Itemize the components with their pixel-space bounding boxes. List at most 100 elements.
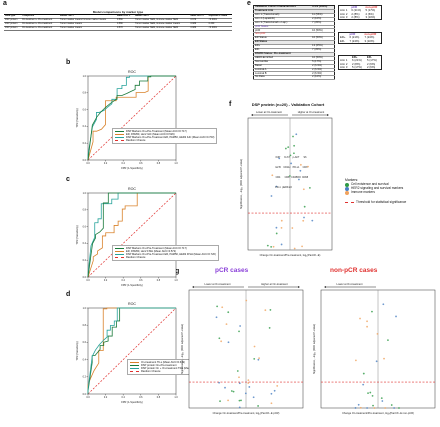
data-point (280, 226, 283, 229)
x-axis-label: Change On-treatment/Pre-treatment, log₂(… (213, 411, 280, 415)
x-tick-label: 0.4 (122, 162, 126, 165)
legend-swatch-icon (115, 248, 124, 250)
data-point (359, 406, 362, 409)
legend-entry: On-treatment TILs (Mean AUC=0.649) (130, 361, 206, 364)
x-axis-label: Change On-treatment/Pre-treatment, log₂(… (260, 253, 321, 257)
data-point (218, 337, 221, 340)
cohort-cell: ER+ (253, 44, 312, 49)
data-point (257, 358, 260, 361)
table-cell: 0.578 (115, 26, 135, 31)
roc-title: ROC (128, 187, 136, 191)
cohort-cell: non-pCR (253, 33, 312, 38)
data-point (354, 407, 357, 409)
x-axis-label: FPR (1-Specificity) (121, 400, 143, 404)
cohort-cell: 10 (50%) (311, 56, 335, 61)
x-tick-label: 0.4 (122, 396, 126, 399)
y-tick-label: 0.6 (83, 108, 87, 111)
data-point (238, 382, 241, 385)
y-tick-label: 0.8 (83, 92, 87, 95)
cohort-cell: pCR (253, 29, 312, 34)
y-axis-label: Significance, −log₁₀ (FDR adjusted P-val… (239, 159, 243, 209)
data-point (372, 404, 374, 407)
data-point (239, 325, 242, 327)
cohort-row: PAM50 Status: Pre-treatment (253, 52, 335, 57)
data-point (219, 400, 221, 403)
mini-cell: Arm 1 (340, 58, 348, 63)
mini-cell: ER- (340, 38, 345, 43)
data-point (266, 244, 269, 247)
cohort-table: Validation Cohort Characteristics n=20 (1… (253, 5, 335, 81)
data-point (275, 226, 278, 229)
data-point (276, 385, 279, 387)
legend-entry: ER, PAM50, Her2 FISH (Mean AUC=0.572) (115, 250, 216, 253)
data-point (371, 310, 373, 313)
roc-legend-d: On-treatment TILs (Mean AUC=0.649) DSP pr… (127, 359, 210, 376)
random-chance-line (87, 75, 177, 161)
legend-swatch-icon (130, 368, 139, 370)
table-a-header: Timepoints (20, 14, 60, 19)
data-point (369, 391, 372, 394)
data-point (227, 341, 230, 344)
left-arrow-label: Lower at On-treatment (256, 110, 282, 114)
data-point (307, 165, 309, 168)
data-point (270, 392, 273, 395)
marker-legend: Markers: Cell existence and survival HER2… (345, 178, 435, 205)
y-tick-label: 0.0 (83, 393, 87, 396)
data-point (253, 358, 256, 360)
table-cell: DSP protein (4, 22, 21, 27)
data-point (373, 407, 376, 409)
data-point (264, 309, 267, 312)
data-point (395, 315, 397, 318)
data-point (271, 174, 274, 177)
cohort-cell (311, 9, 335, 14)
roc-legend-c: DSP Markers On-/Pre-Treatment (Mean AUC=… (112, 245, 219, 262)
data-point (224, 386, 226, 389)
dot-icon (345, 191, 349, 195)
legend-label: Random Chance (126, 256, 146, 260)
legend-swatch-icon (115, 251, 124, 253)
table-cell: 0.339 (207, 22, 232, 27)
mini-cell: 5 (17%) (365, 8, 376, 13)
legend-entry: Random Chance (130, 370, 206, 373)
data-point (238, 376, 240, 379)
legend-label: DSP protein On + On-treatment TILs (Mean… (141, 367, 207, 371)
data-point (291, 227, 294, 229)
mini-cell: 6 (21%) (352, 58, 362, 63)
cohort-cell: 2 (10%) (311, 17, 335, 22)
legend-entry: DSP Markers On-/Pre-Treatment (Mean AUC=… (115, 247, 216, 250)
mini-cell: 2 (8%) (351, 15, 360, 20)
x-tick-label: 1.0 (174, 279, 178, 282)
point-label: S6 (304, 156, 308, 159)
data-point (216, 305, 219, 308)
data-point (270, 195, 273, 197)
mini-table-arm-er: ER+ ER- Arm 1 6 (21%) 5 (17%) Arm 2 2 (8%) 2 (6… (338, 55, 382, 71)
point-label: Ki67 (276, 156, 281, 159)
data-point (236, 370, 239, 372)
mini-cell: 3 (10%) (365, 15, 376, 20)
mini-header: pCR (349, 32, 356, 37)
data-point (301, 245, 303, 248)
data-point (287, 146, 290, 149)
y-tick-label: 1.0 (83, 75, 87, 78)
marker-legend-entry: Cell existence and survival (345, 182, 435, 187)
table-cell: 0.689 (189, 26, 208, 31)
legend-label: On-treatment TILs (Mean AUC=0.649) (141, 361, 185, 364)
cohort-cell: pCR Status (253, 25, 312, 30)
point-label: Ki-67 (284, 156, 290, 159)
y-tick-label: 0.8 (83, 324, 87, 327)
x-tick-label: 0.0 (86, 396, 90, 399)
table-a-header: Marker Set 1 (59, 14, 116, 19)
data-point (270, 402, 273, 405)
data-point (257, 405, 259, 407)
table-cell: 0.580 (115, 18, 135, 23)
mini-header: pCR (351, 5, 358, 10)
random-chance-line (87, 307, 177, 395)
marker-legend-title: Markers: (345, 178, 359, 182)
data-point (292, 135, 294, 138)
point-label: PD-L1 (293, 166, 300, 169)
cohort-cell: 11 (56%) (311, 13, 335, 18)
mini-cell: 7 (24%) (364, 35, 375, 40)
cohort-cell: Luminal A (253, 68, 312, 73)
